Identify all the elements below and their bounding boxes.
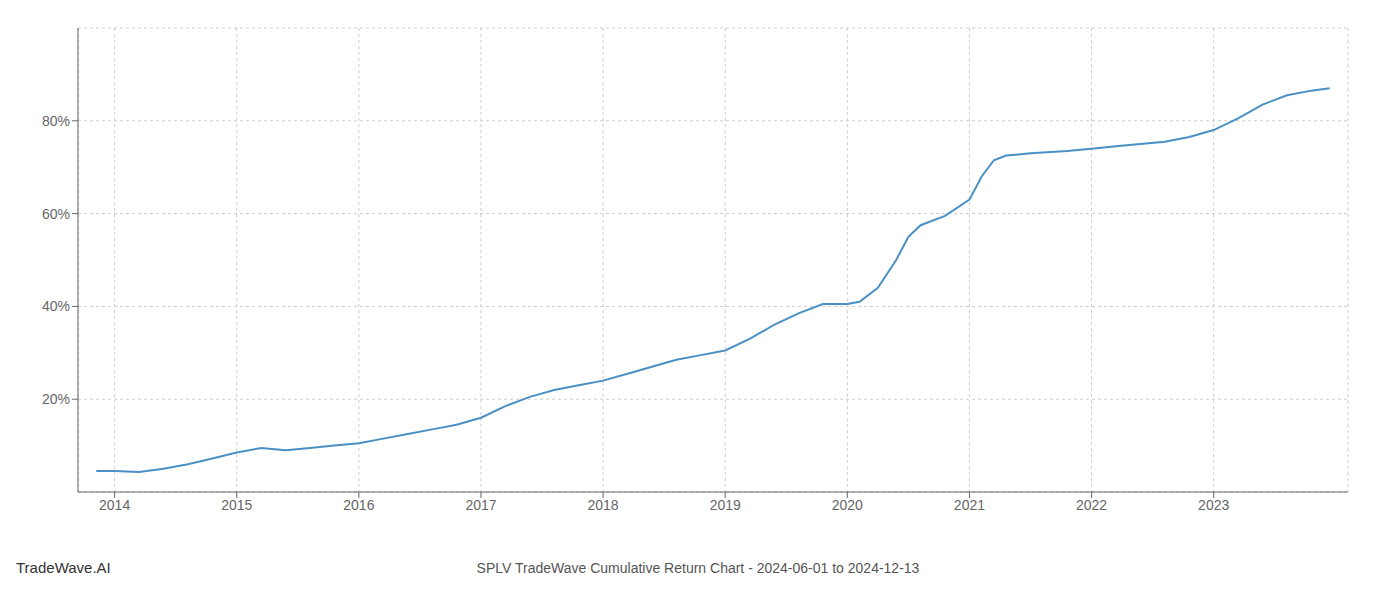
- svg-text:2016: 2016: [343, 497, 374, 513]
- svg-text:2018: 2018: [588, 497, 619, 513]
- svg-text:2023: 2023: [1198, 497, 1229, 513]
- html-text:SPLV TradeWave Cumulative Retu: SPLV TradeWave Cumulative Return Chart -…: [476, 560, 920, 576]
- svg-text:60%: 60%: [42, 206, 70, 222]
- svg-text:2019: 2019: [710, 497, 741, 513]
- svg-text:20%: 20%: [42, 391, 70, 407]
- svg-text:2015: 2015: [221, 497, 252, 513]
- svg-text:2014: 2014: [99, 497, 130, 513]
- svg-text:80%: 80%: [42, 113, 70, 129]
- svg-text:2017: 2017: [465, 497, 496, 513]
- svg-text:40%: 40%: [42, 298, 70, 314]
- html-text:TradeWave.AI: TradeWave.AI: [16, 559, 111, 576]
- svg-text:2020: 2020: [832, 497, 863, 513]
- svg-text:2022: 2022: [1076, 497, 1107, 513]
- svg-text:2021: 2021: [954, 497, 985, 513]
